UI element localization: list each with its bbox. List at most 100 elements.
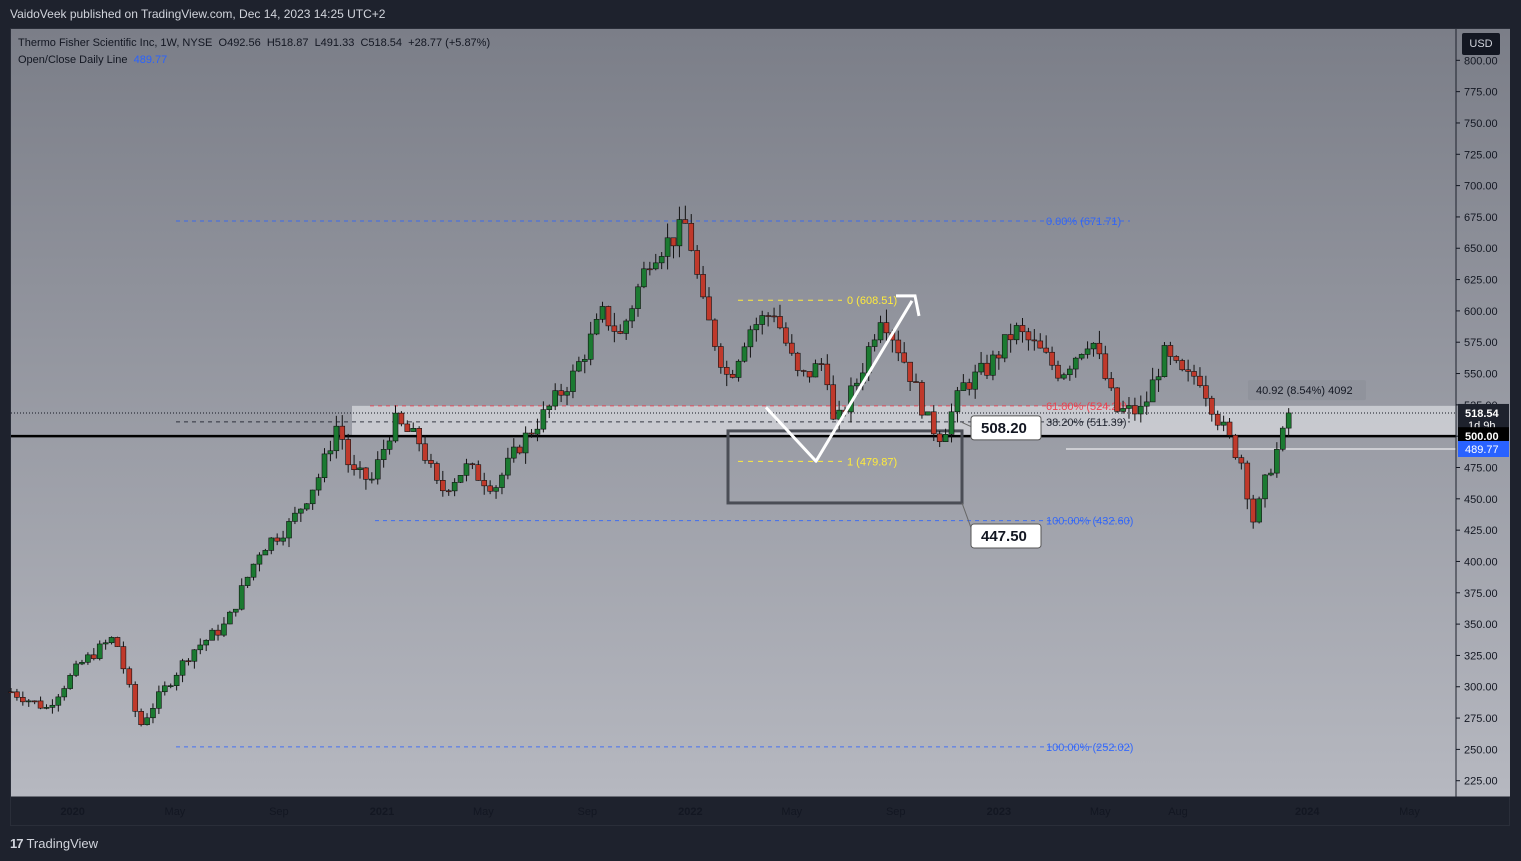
candle-body [966,382,973,390]
candle-body [676,219,683,247]
candle-body [723,367,730,375]
candle-body [718,346,724,368]
y-tick-label: 400.00 [1464,556,1498,568]
candle-body [73,663,79,676]
candle-body [635,286,641,309]
candle-body [960,382,967,391]
y-tick-label: 225.00 [1464,776,1498,788]
y-tick-label: 275.00 [1464,713,1498,725]
candle-body [1084,348,1091,355]
y-tick-label: 450.00 [1464,494,1498,506]
candle-body [280,537,286,542]
candle-body [37,700,44,709]
y-tick-label: 725.00 [1464,149,1498,161]
candle-body [1149,379,1156,403]
candle-body [250,563,257,578]
candle-body [1279,427,1286,450]
candle-body [1208,397,1215,415]
candle-body [463,463,470,476]
x-tick-label: 2020 [60,806,84,818]
candle-body [670,237,677,247]
candle-body [369,478,375,481]
currency-button[interactable]: USD [1462,33,1500,55]
y-tick-label: 350.00 [1464,619,1498,631]
candle-body [1096,342,1103,355]
candle-body [327,450,334,455]
yellow-fib-label: 1 (479.87) [847,456,897,468]
candle-body [1072,357,1079,370]
candle-body [457,475,464,483]
candle-body [877,322,884,341]
candle-body [664,237,671,257]
candle-body [765,315,771,317]
candle-body [475,464,482,481]
candle-body [978,362,984,373]
candle-body [505,457,511,476]
candle-body [1013,325,1020,341]
candle-body [203,639,210,646]
candle-body [298,508,304,514]
candle-body [534,428,541,435]
candle-body [20,697,26,703]
candle-body [1007,334,1014,341]
candle-body [25,700,32,703]
candle-body [1120,408,1126,412]
candle-body [256,554,263,565]
ohlc-change: +28.77 (+5.87%) [408,37,491,49]
candle-body [1226,421,1233,436]
fib-level-label: 100.00% (252.02) [1046,742,1133,754]
ohlc-close: C518.54 [360,37,403,49]
candle-body [120,646,127,670]
y-tick-label: 425.00 [1464,525,1498,537]
candle-body [357,467,363,470]
measure-box [1248,380,1366,401]
y-tick-label: 250.00 [1464,744,1498,756]
candle-body [1262,474,1268,500]
candle-body [1090,342,1097,350]
candle-body [1108,378,1115,389]
candle-body [540,409,547,430]
candle-body [156,691,162,709]
candle-body [593,318,600,335]
candle-body [309,489,316,505]
y-tick-label: 775.00 [1464,87,1498,99]
candle-body [570,370,576,392]
candle-body [942,434,949,442]
candle-body [292,512,298,522]
candle-body [871,339,878,347]
candle-body [907,361,913,382]
candle-body [854,382,860,387]
indicator-name[interactable]: Open/Close Daily Line [18,54,128,66]
candle-body [783,327,789,344]
x-tick-label: Sep [578,806,598,818]
candle-body [380,449,387,460]
candle-body [173,674,180,686]
candle-body [315,477,322,491]
candle-body [1025,331,1032,341]
y-tick-label: 750.00 [1464,118,1498,130]
candle-body [800,370,807,372]
candle-body [440,480,446,492]
candle-body [303,503,310,510]
candle-body [114,637,121,647]
candle-body [623,320,629,334]
candle-body [499,474,505,488]
candle-body [132,684,139,712]
candle-body [67,675,73,689]
candle-body [268,537,275,551]
indicator-axis-label: 489.77 [1465,444,1499,456]
candle-body [1138,405,1144,415]
candle-body [392,412,399,442]
candle-body [215,629,221,636]
candle-body [150,707,156,719]
candle-body [428,460,434,464]
candle-body [85,654,91,663]
candle-body [1274,448,1280,474]
candle-body [883,322,890,334]
candle-body [936,433,943,442]
candle-body [333,425,340,452]
tradingview-logo[interactable]: 17 TradingView [10,836,98,851]
candle-body [451,482,458,492]
candle-body [564,391,570,396]
